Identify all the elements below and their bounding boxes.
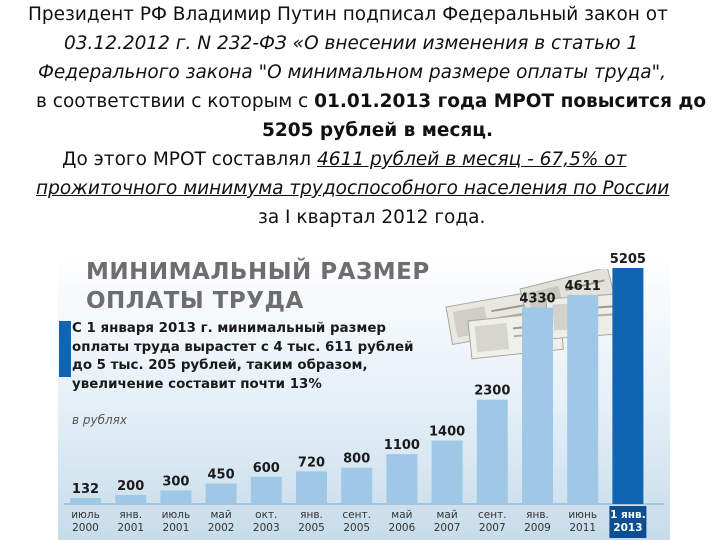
text-line-4: в соответствии с которым с 01.01.2013 го… [36,87,706,116]
bar-12 [612,268,644,504]
category-label-0-year: 2000 [72,522,99,534]
bar-11 [567,294,599,504]
infographic-title-line-2: ОПЛАТЫ ТРУДА [86,288,304,314]
category-label-4-month: окт. [255,509,277,521]
unit-label: в рублях [72,413,127,427]
text-line-8: за I квартал 2012 года. [258,207,486,228]
text-line-7: прожиточного минимума трудоспособного на… [36,178,670,199]
text-line-6: До этого МРОТ составлял 4611 рублей в ме… [62,145,626,174]
description-line-3: до 5 тыс. 205 рублей, таким образом, [72,358,368,373]
data-label-5: 720 [298,455,325,470]
text-line-6-plain: До этого МРОТ составлял [62,149,318,170]
bar-10 [522,307,553,504]
mrot-infographic: МИНИМАЛЬНЫЙ РАЗМЕР ОПЛАТЫ ТРУДА С 1 янва… [58,249,670,540]
data-label-2: 300 [162,474,189,489]
category-label-7-month: май [391,509,412,521]
text-line-2: 03.12.2012 г. N 232-ФЗ «О внесении измен… [64,33,639,54]
category-label-8-year: 2007 [434,522,461,534]
text-line-3: Федерального закона "О минимальном разме… [38,62,667,83]
category-label-5-year: 2005 [298,522,325,534]
text-line-5: 5205 рублей в месяц. [262,120,494,141]
category-label-6-year: 2005 [343,522,370,534]
description-line-4: увеличение составит почти 13% [72,376,322,392]
category-label-1-year: 2001 [117,522,144,534]
category-label-9-month: сент. [478,509,507,521]
category-label-10-month: янв. [526,509,549,521]
category-label-5-month: янв. [300,509,323,521]
category-label-8-month: май [437,509,458,521]
category-label-12-year: 2013 [613,522,642,534]
bar-2 [160,490,192,504]
data-label-4: 600 [253,461,280,476]
text-line-4-bold: 01.01.2013 года МРОТ повысится до [314,91,707,112]
bar-3 [205,483,237,504]
category-label-1-month: янв. [119,509,142,521]
category-label-2-year: 2001 [163,522,190,534]
bar-8 [431,440,463,504]
text-line-6-link: 4611 рублей в месяц - 67,5% от [317,149,627,170]
bar-1 [115,494,147,504]
bar-5 [296,471,327,504]
article-text: Президент РФ Владимир Путин подписал Фед… [0,0,720,245]
bar-7 [386,454,418,504]
data-label-3: 450 [208,468,235,483]
category-label-11-month: июнь [568,509,597,521]
category-label-3-month: май [211,509,232,521]
category-label-2-month: июль [162,509,191,521]
data-label-10: 4330 [519,292,555,307]
text-line-4-plain: в соответствии с которым с [36,91,315,112]
data-label-9: 2300 [474,384,510,399]
data-label-0: 132 [72,482,99,497]
data-label-12: 5205 [610,252,646,267]
text-line-1: Президент РФ Владимир Путин подписал Фед… [28,4,668,25]
bar-4 [250,476,282,504]
infographic-description: С 1 января 2013 г. минимальный размер оп… [72,320,414,394]
data-label-8: 1400 [429,425,465,440]
category-label-0-month: июль [71,509,100,521]
category-label-7-year: 2006 [389,522,416,534]
category-label-4-year: 2003 [253,522,280,534]
category-label-9-year: 2007 [479,522,506,534]
bar-9 [476,399,508,504]
data-label-1: 200 [117,479,144,494]
description-line-1: С 1 января 2013 г. минимальный размер [72,321,386,336]
category-highlight [609,506,647,538]
category-label-3-year: 2002 [208,522,235,534]
data-label-7: 1100 [384,438,420,453]
category-label-10-year: 2009 [524,522,551,534]
description-accent-bar [59,321,71,377]
category-label-12-month: 1 янв. [610,509,646,521]
data-label-11: 4611 [565,279,601,294]
category-label-6-month: сент. [342,509,371,521]
data-label-6: 800 [343,452,370,467]
infographic-title-line-1: МИНИМАЛЬНЫЙ РАЗМЕР [86,259,430,285]
description-line-2: оплаты труда вырастет с 4 тыс. 611 рубле… [72,339,414,355]
bar-6 [341,467,373,504]
category-label-11-year: 2011 [569,522,596,534]
bar-chart: 132июль2000200янв.2001300июль2001450май2… [64,252,664,538]
bar-0 [70,498,101,504]
